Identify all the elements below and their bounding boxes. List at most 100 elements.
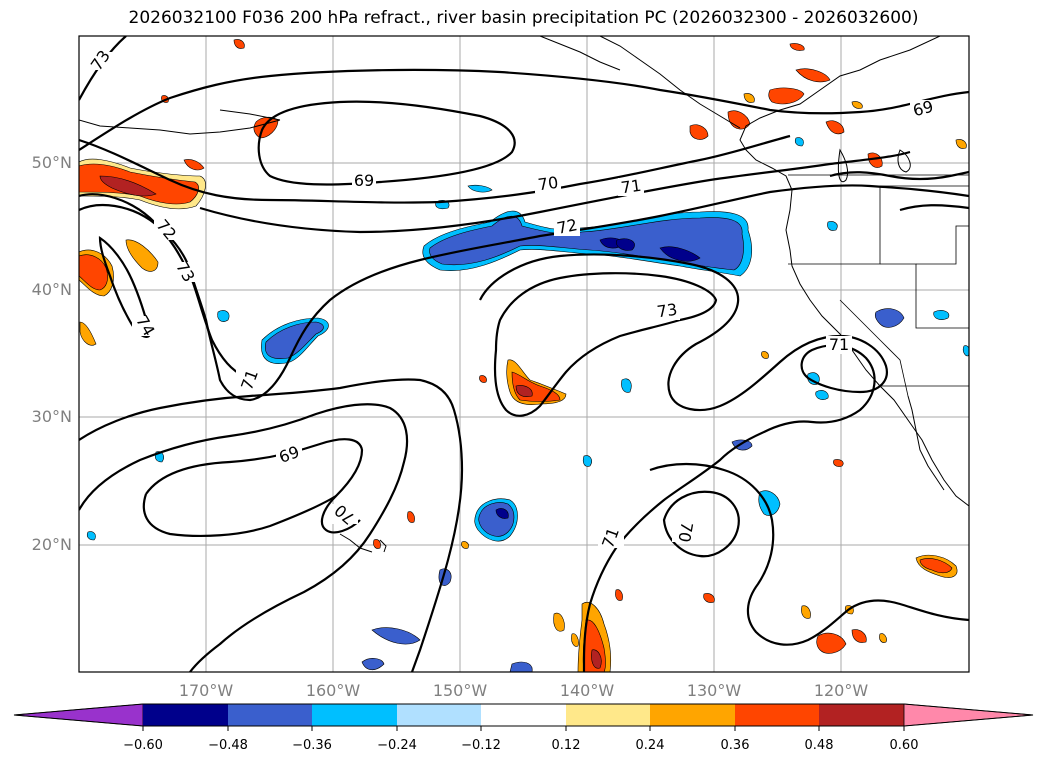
contour-label: 69 (910, 97, 936, 121)
colorbar-segment (228, 704, 312, 726)
lon-label: 120°W (814, 681, 869, 700)
pos-anomaly-ne-7 (743, 93, 755, 103)
coastlines (79, 36, 969, 553)
contour-label: 73 (654, 300, 680, 322)
pos-patch-13 (479, 375, 487, 383)
pos-anomaly-ne-6 (867, 152, 883, 168)
neg-patch-11 (815, 390, 829, 400)
neg-anomaly-core-3 (616, 238, 635, 251)
colorbar-segment (143, 704, 228, 726)
map-background (79, 36, 969, 672)
svg-text:71: 71 (620, 176, 643, 198)
neg-anomaly-blob-west-inner (264, 321, 324, 359)
pos-anomaly-gulf-2 (851, 629, 867, 643)
contour-label: 74 (132, 312, 159, 339)
svg-text:73: 73 (656, 300, 679, 322)
pos-patch-3 (703, 593, 715, 603)
contour-73-central (493, 272, 718, 417)
svg-text:71: 71 (829, 335, 849, 354)
contour-70-south-loop (662, 490, 740, 558)
neg-patch-13 (933, 310, 950, 320)
lat-labels: 50°N 40°N 30°N 20°N (32, 153, 72, 554)
lon-label: 140°W (560, 681, 615, 700)
colorbar-tick-label: −0.60 (123, 738, 163, 753)
lat-label: 20°N (32, 535, 72, 554)
lon-label: 160°W (306, 681, 361, 700)
pos-patch-11 (879, 633, 887, 643)
colorbar-segment (397, 704, 481, 726)
pos-anomaly-se-inner (919, 558, 953, 574)
colorbar-extend-right (903, 703, 1034, 727)
pos-patch-1 (407, 511, 415, 523)
contour-label: 73 (172, 258, 199, 285)
contour-label: 70 (672, 520, 698, 544)
contour-labels: 73 69 70 71 72 72 73 74 73 71 69 70 71 7… (87, 46, 936, 551)
contour-74 (98, 235, 152, 338)
colorbar-tick-label: 0.24 (636, 738, 665, 753)
svg-text:70: 70 (537, 173, 560, 195)
lon-label: 150°W (433, 681, 488, 700)
neg-anomaly-core-2 (659, 246, 701, 262)
pos-patch-5 (801, 605, 811, 619)
neg-patch-3 (361, 658, 385, 671)
contour-71-northeast (899, 204, 969, 212)
pos-patch-8 (761, 351, 769, 359)
pos-anomaly-ne-4 (689, 124, 709, 140)
contour-label: 69 (276, 442, 302, 467)
colorbar-tick-label: −0.48 (208, 738, 248, 753)
pos-patch-nw-2 (233, 39, 245, 49)
colorbar-segment (650, 704, 735, 726)
colorbar-segment (481, 704, 566, 726)
contour-69-loop (257, 100, 516, 186)
svg-text:69: 69 (354, 171, 374, 190)
colorbar-tick-label: 0.60 (890, 738, 919, 753)
contour-label: 71 (598, 525, 624, 551)
colorbar-segment (819, 704, 904, 726)
pos-anomaly-ne-9 (851, 101, 863, 109)
contour-70-northeast (829, 170, 969, 181)
lat-label: 50°N (32, 153, 72, 172)
neg-patch-12 (217, 310, 230, 322)
map-frame (78, 35, 970, 673)
colorbar: −0.60 −0.48 −0.36 −0.24 −0.12 0.12 0.24 … (13, 703, 1034, 753)
colorbar-tick-label: −0.24 (377, 738, 417, 753)
pos-patch-2 (615, 589, 623, 601)
pos-anomaly-ne-5 (825, 120, 845, 135)
contour-label: 71 (236, 367, 262, 393)
contour-label: 71 (618, 176, 644, 198)
map-title: 2026032100 F036 200 hPa refract., river … (128, 8, 919, 28)
contour-label: 72 (153, 216, 181, 244)
contour-69-lower-loop (142, 493, 337, 537)
pos-patch-15 (955, 139, 967, 149)
pos-anomaly-west-3 (79, 321, 97, 346)
lat-label: 30°N (32, 407, 72, 426)
neg-patch-6 (874, 308, 905, 328)
neg-patch-14 (827, 221, 838, 231)
contour-label: 71 (826, 335, 852, 354)
contour-69-lower (145, 438, 364, 534)
contour-70-lower (79, 403, 409, 672)
pos-patch-nw-3 (183, 159, 205, 171)
colorbar-extend-left (13, 703, 144, 727)
pos-anomaly-ne-2 (795, 68, 831, 83)
neg-patch-17 (86, 531, 96, 541)
contour-71-lower (79, 378, 464, 672)
pos-patch-4 (553, 612, 565, 632)
svg-text:69: 69 (911, 97, 936, 121)
colorbar-tick-label: 0.48 (805, 738, 834, 753)
colorbar-tick-label: −0.12 (461, 738, 501, 753)
svg-text:70: 70 (674, 520, 696, 543)
neg-anomaly-band-inner (429, 215, 744, 271)
pos-patch-9 (571, 633, 579, 647)
neg-patch-19 (582, 455, 592, 467)
pos-anomaly-nw-core (99, 175, 157, 197)
contour-70-south (649, 462, 969, 646)
pos-patch-14 (461, 541, 469, 549)
colorbar-segment (566, 704, 650, 726)
contour-label: 70 (535, 173, 561, 195)
svg-text:72: 72 (555, 215, 579, 238)
neg-patch-5 (758, 490, 781, 516)
contour-label: 69 (352, 171, 376, 190)
neg-patch-20 (962, 345, 969, 357)
